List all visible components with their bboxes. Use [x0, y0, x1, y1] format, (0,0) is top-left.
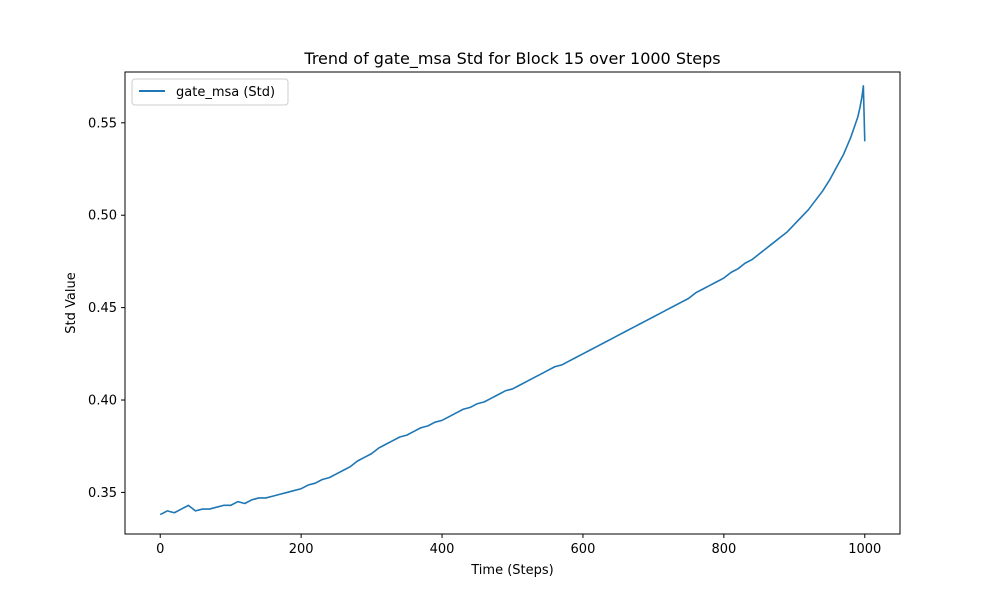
x-tick-label: 1000 — [848, 542, 881, 557]
y-tick-label: 0.45 — [88, 301, 117, 316]
legend-box — [131, 78, 289, 106]
x-tick-label: 400 — [430, 542, 455, 557]
y-tick-label: 0.50 — [88, 209, 117, 224]
x-tick-label: 600 — [571, 542, 596, 557]
x-tick-label: 0 — [156, 542, 164, 557]
y-axis: 0.35 0.40 0.45 0.50 0.55 — [88, 116, 125, 501]
chart-title: Trend of gate_msa Std for Block 15 over … — [303, 49, 720, 69]
series-line-gate-msa-std — [159, 85, 866, 516]
x-axis: 0 200 400 600 800 1000 — [156, 534, 881, 557]
x-tick-label: 200 — [289, 542, 314, 557]
legend-label: gate_msa (Std) — [176, 85, 275, 100]
x-tick-label: 800 — [711, 542, 736, 557]
legend: gate_msa (Std) — [131, 78, 289, 106]
x-axis-title: Time (Steps) — [470, 563, 553, 578]
plot-frame — [124, 71, 901, 535]
y-axis-title: Std Value — [64, 272, 79, 333]
y-tick-label: 0.40 — [88, 394, 117, 409]
y-tick-label: 0.55 — [88, 116, 117, 131]
y-tick-label: 0.35 — [88, 486, 117, 501]
